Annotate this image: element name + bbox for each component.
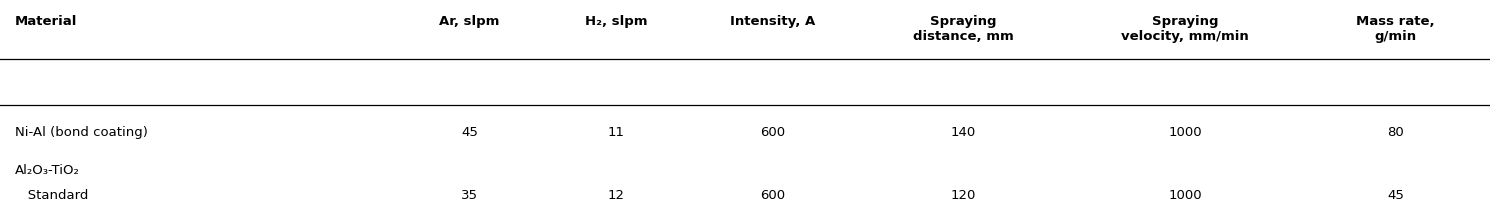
Text: 1000: 1000 bbox=[1168, 126, 1202, 139]
Text: Material: Material bbox=[15, 15, 77, 28]
Text: Mass rate,
g/min: Mass rate, g/min bbox=[1356, 15, 1435, 43]
Text: 600: 600 bbox=[760, 189, 785, 202]
Text: 600: 600 bbox=[760, 126, 785, 139]
Text: 80: 80 bbox=[1387, 126, 1404, 139]
Text: Spraying
distance, mm: Spraying distance, mm bbox=[913, 15, 1013, 43]
Text: Ar, slpm: Ar, slpm bbox=[440, 15, 499, 28]
Text: 45: 45 bbox=[1387, 189, 1404, 202]
Text: Intensity, A: Intensity, A bbox=[730, 15, 815, 28]
Text: 140: 140 bbox=[951, 126, 976, 139]
Text: Ni-Al (bond coating): Ni-Al (bond coating) bbox=[15, 126, 148, 139]
Text: Al₂O₃-TiO₂: Al₂O₃-TiO₂ bbox=[15, 164, 80, 177]
Text: Standard: Standard bbox=[15, 189, 88, 202]
Text: 1000: 1000 bbox=[1168, 189, 1202, 202]
Text: 45: 45 bbox=[460, 126, 478, 139]
Text: 12: 12 bbox=[608, 189, 624, 202]
Text: Spraying
velocity, mm/min: Spraying velocity, mm/min bbox=[1122, 15, 1249, 43]
Text: 35: 35 bbox=[460, 189, 478, 202]
Text: 120: 120 bbox=[951, 189, 976, 202]
Text: H₂, slpm: H₂, slpm bbox=[586, 15, 647, 28]
Text: 11: 11 bbox=[608, 126, 624, 139]
